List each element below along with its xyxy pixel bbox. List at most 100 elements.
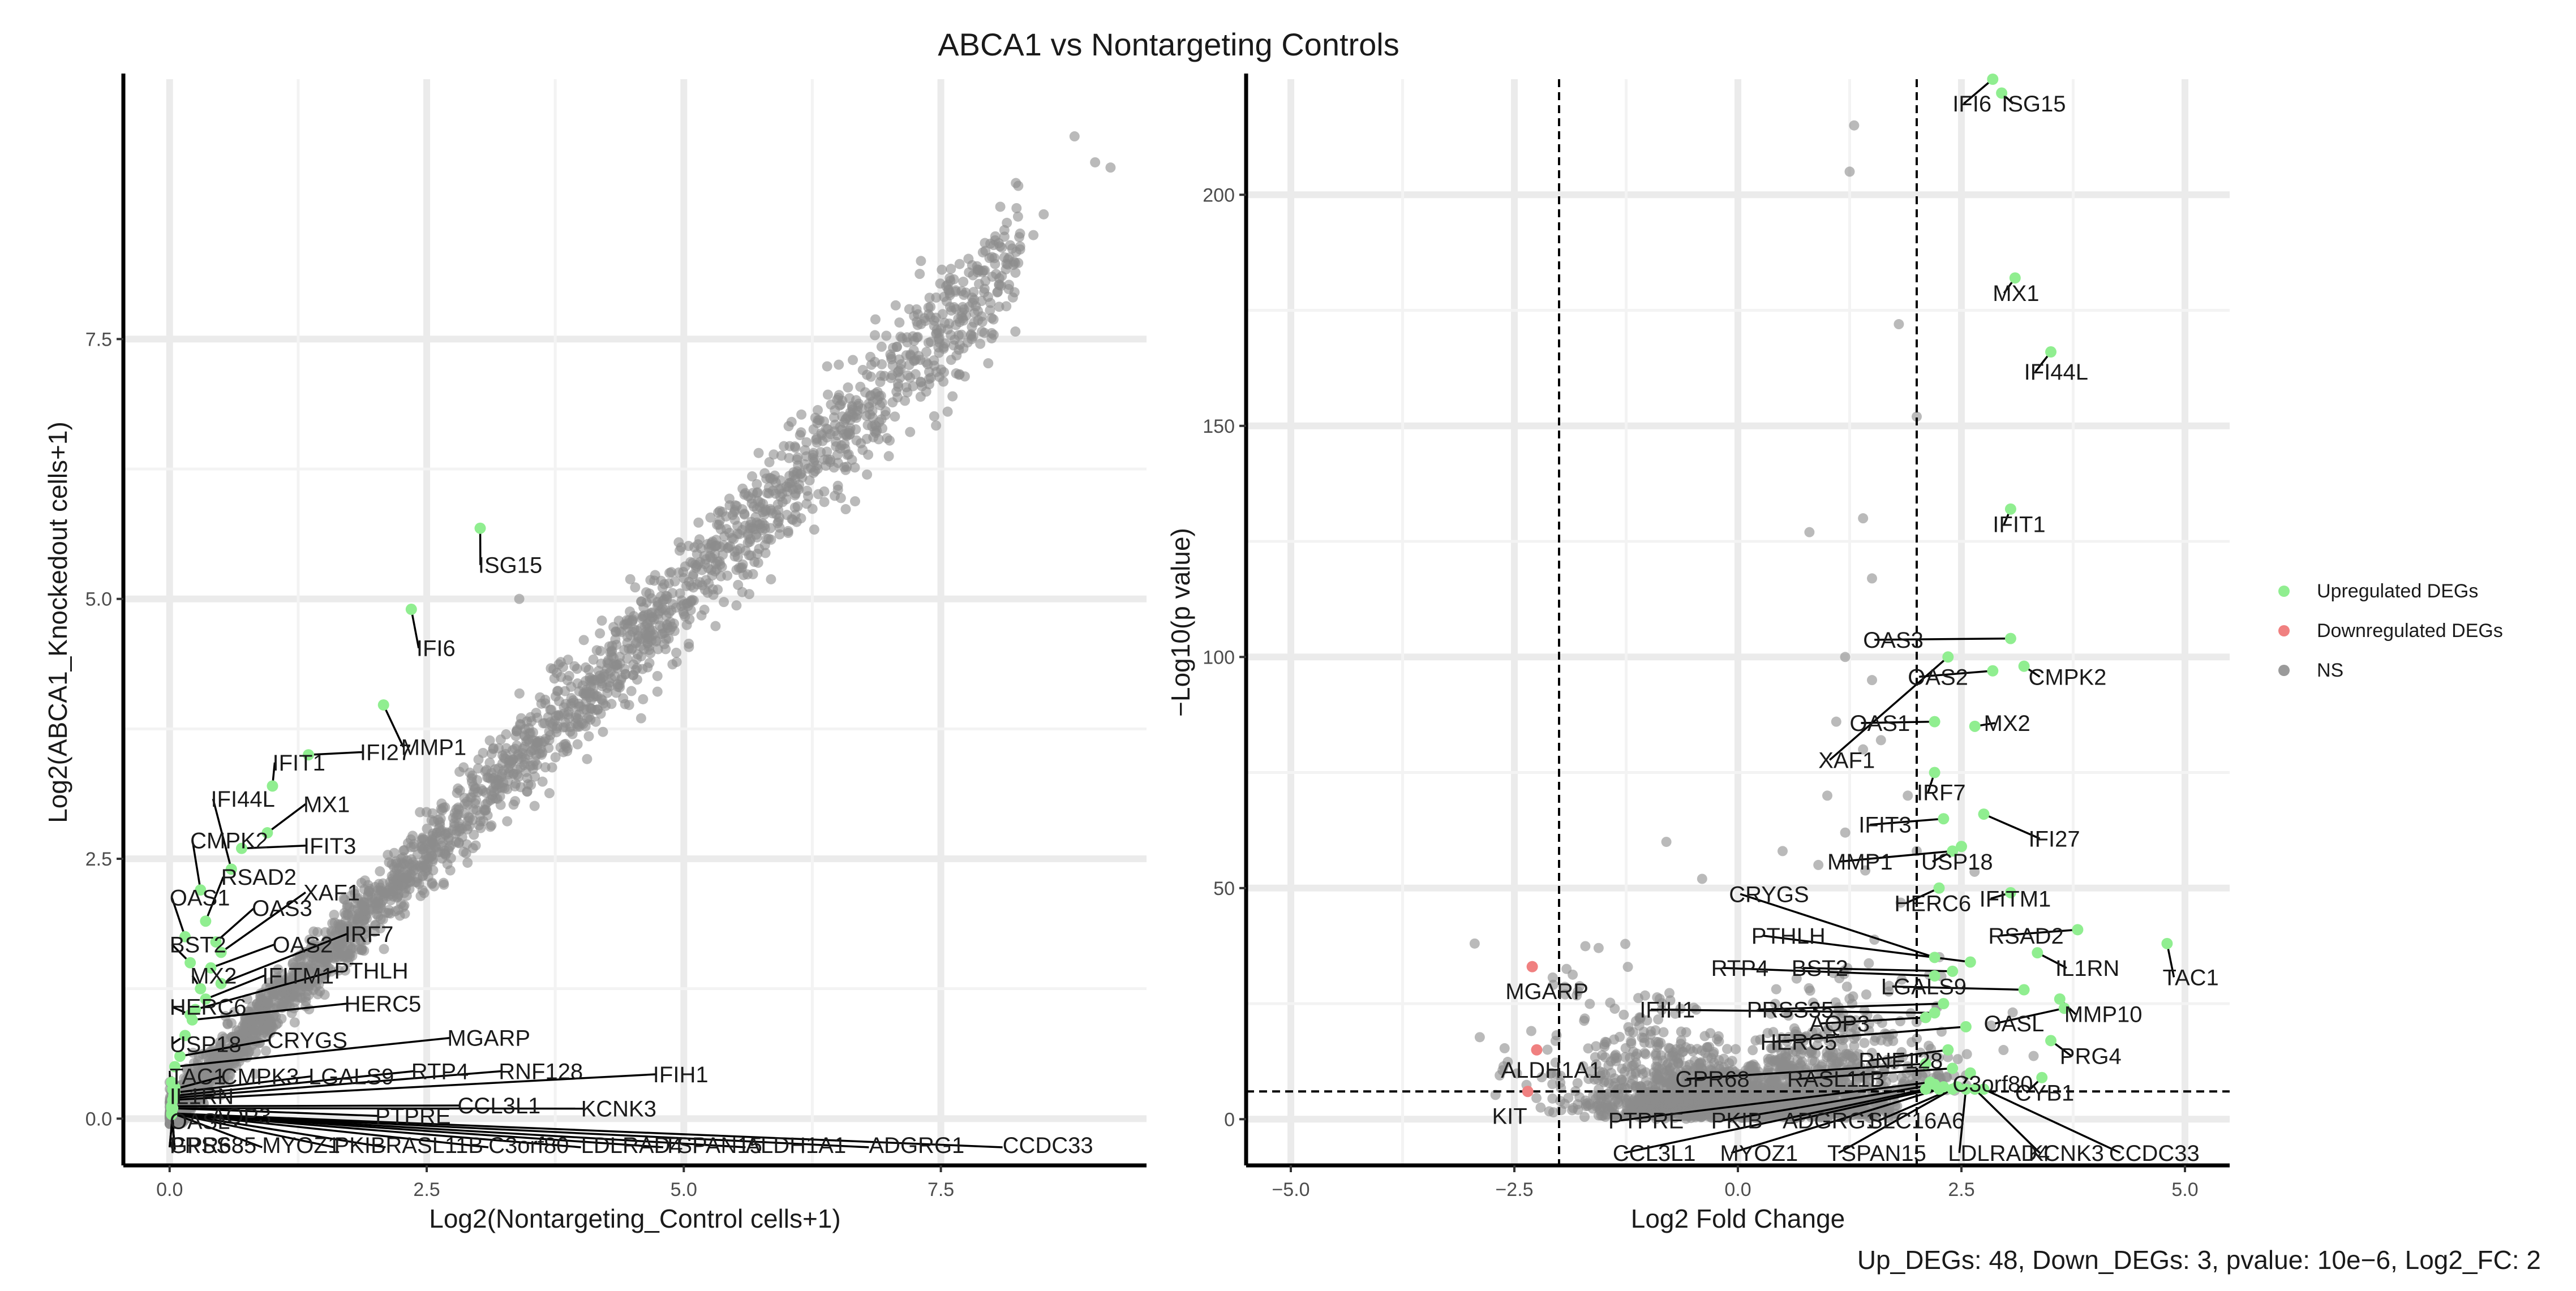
right-ns-point: [1839, 1051, 1850, 1062]
right-ns-point: [1712, 1034, 1723, 1044]
right-ns-point: [1750, 1035, 1761, 1046]
left-ns-point: [681, 619, 692, 630]
left-ns-point: [595, 628, 606, 639]
right-ns-point: [1681, 1027, 1691, 1038]
left-ns-point: [834, 359, 844, 370]
right-ns-point: [1895, 1016, 1905, 1027]
right-ns-point: [1630, 1057, 1641, 1068]
right-ns-point: [1731, 1044, 1741, 1055]
left-ns-point: [673, 537, 684, 548]
left-ns-point: [544, 788, 555, 799]
right-ns-point: [1896, 1072, 1907, 1083]
left-ns-point: [537, 776, 548, 787]
left-ns-point: [796, 409, 807, 420]
right-ns-point: [1563, 1092, 1574, 1103]
left-ns-point: [710, 621, 721, 631]
right-ns-point: [1658, 1027, 1669, 1038]
figure-title: ABCA1 vs Nontargeting Controls: [938, 27, 1399, 62]
right-ns-point: [1623, 1022, 1634, 1032]
left-ns-point: [1010, 326, 1021, 337]
left-ns-point: [942, 406, 953, 417]
left-ns-point: [809, 524, 819, 535]
right-ns-point: [1561, 963, 1572, 974]
right-ns-point: [1961, 1049, 1972, 1060]
right-ns-point: [1844, 993, 1855, 1004]
left-ns-point: [850, 496, 861, 507]
left-ns-point: [626, 686, 637, 696]
left-ns-point: [217, 1031, 228, 1042]
right-ns-point: [1474, 1032, 1485, 1043]
left-ns-point: [822, 361, 832, 372]
left-ns-point: [752, 479, 762, 489]
right-ns-point: [1499, 1043, 1510, 1053]
left-ns-point: [595, 646, 606, 656]
left-ns-point: [462, 857, 473, 868]
right-ns-point: [1526, 1026, 1536, 1036]
right-ns-point: [1623, 1093, 1634, 1104]
right-ns-point: [1595, 1096, 1606, 1107]
left-ns-point: [958, 277, 969, 287]
left-ns-point: [719, 597, 729, 608]
right-ns-point: [1618, 1009, 1629, 1020]
right-ns-point: [1664, 988, 1675, 999]
left-ns-point: [1010, 268, 1021, 278]
left-ns-point: [578, 635, 589, 646]
right-ns-point: [1692, 1044, 1703, 1055]
right-ns-point: [1579, 1112, 1590, 1122]
right-ns-point: [1859, 1038, 1870, 1048]
left-ns-point: [693, 517, 704, 528]
left-ns-point: [840, 504, 851, 515]
left-ns-point: [862, 469, 873, 480]
left-ns-point: [486, 820, 497, 830]
right-ns-point: [1727, 1056, 1737, 1066]
left-ns-point: [752, 487, 763, 498]
right-ns-point: [1622, 962, 1633, 972]
right-ns-point: [1748, 1045, 1758, 1056]
right-ns-point: [1861, 989, 1871, 1000]
right-ns-point: [1805, 986, 1815, 996]
right-ns-point: [1547, 1093, 1558, 1104]
right-ns-point: [1593, 943, 1604, 953]
right-ns-point: [2028, 1051, 2039, 1061]
right-ns-point: [1632, 1048, 1642, 1059]
right-ns-point: [1626, 1038, 1637, 1049]
left-ns-point: [975, 338, 986, 349]
left-ns-point: [916, 256, 926, 266]
right-ns-point: [1580, 941, 1591, 952]
left-ns-point: [768, 449, 779, 460]
left-ns-point: [652, 686, 663, 697]
right-ns-point: [1864, 958, 1874, 969]
left-ns-point: [822, 389, 833, 400]
right-ns-point: [1469, 938, 1480, 949]
right-ns-point: [1531, 1092, 1542, 1103]
right-ns-point: [1654, 1074, 1664, 1085]
left-ns-point: [935, 278, 946, 289]
left-ns-point: [783, 527, 793, 538]
left-ns-point: [329, 910, 340, 920]
right-ns-point: [1841, 981, 1852, 992]
right-ns-point: [1548, 1107, 1559, 1118]
left-ns-point: [747, 471, 758, 482]
left-ns-point: [905, 427, 916, 437]
left-ns-point: [529, 801, 540, 811]
right-ns-point: [1998, 1045, 2009, 1056]
right-ns-point: [1952, 1054, 1963, 1065]
left-ns-point: [1012, 211, 1023, 222]
right-ns-point: [1667, 1051, 1677, 1061]
right-ns-point: [1837, 1042, 1848, 1052]
right-ns-point: [1620, 939, 1631, 949]
right-ns-point: [1699, 1031, 1710, 1042]
right-ns-point: [1888, 1072, 1899, 1083]
right-ns-point: [1771, 984, 1781, 995]
right-ns-point: [1630, 1066, 1641, 1077]
left-ns-point: [883, 451, 894, 462]
left-ns-point: [699, 604, 710, 615]
right-ns-point: [1635, 1096, 1646, 1107]
left-ns-point: [753, 447, 764, 458]
right-ns-point: [1681, 1042, 1691, 1053]
left-ns-point: [881, 330, 892, 341]
left-ns-point: [983, 358, 994, 369]
